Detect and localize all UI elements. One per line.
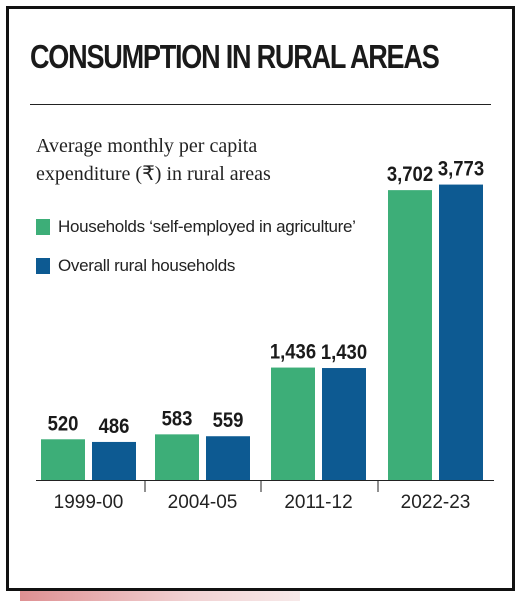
bar-agriculture-2022-23 <box>388 190 432 480</box>
legend-swatch-agriculture <box>36 219 50 235</box>
legend-label-agriculture: Households ‘self-employed in agriculture… <box>58 217 356 236</box>
bar-overall-2022-23 <box>439 184 483 480</box>
bar-agriculture-2004-05 <box>155 434 199 480</box>
x-tick-label-2011-12: 2011-12 <box>284 492 352 513</box>
data-label-agriculture-2011-12: 1,436 <box>270 341 316 364</box>
data-label-agriculture-2022-23: 3,702 <box>387 163 433 186</box>
chart-subtitle: Average monthly per capita expenditure (… <box>36 135 271 185</box>
bar-overall-1999-00 <box>92 441 136 480</box>
legend-item-overall: Overall rural households <box>36 255 235 277</box>
data-label-agriculture-1999-00: 520 <box>48 412 79 435</box>
bar-overall-2004-05 <box>206 436 250 480</box>
x-tick-label-1999-00: 1999-00 <box>54 492 124 513</box>
data-label-overall-2004-05: 559 <box>213 409 244 432</box>
title-rule <box>30 104 491 105</box>
data-label-overall-1999-00: 486 <box>99 415 130 438</box>
data-label-overall-2011-12: 1,430 <box>321 341 367 364</box>
legend-item-agriculture: Households ‘self-employed in agriculture… <box>36 216 356 238</box>
footer-strip <box>20 591 300 601</box>
bar-agriculture-1999-00 <box>41 439 85 480</box>
legend-swatch-overall <box>36 258 50 274</box>
x-tick-label-2022-23: 2022-23 <box>401 492 471 513</box>
chart-title: CONSUMPTION IN RURAL AREAS <box>30 38 440 75</box>
data-label-overall-2022-23: 3,773 <box>438 158 484 181</box>
data-label-agriculture-2004-05: 583 <box>162 407 193 430</box>
legend-label-overall: Overall rural households <box>58 256 236 275</box>
bar-agriculture-2011-12 <box>271 367 315 480</box>
x-tick-label-2004-05: 2004-05 <box>168 492 238 513</box>
bar-overall-2011-12 <box>322 368 366 480</box>
